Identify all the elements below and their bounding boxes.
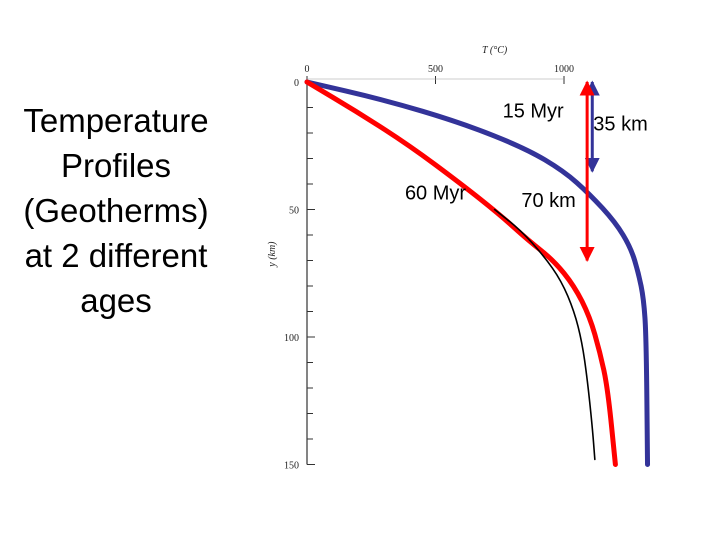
x-tick-label: 500	[428, 64, 443, 75]
y-axis-label: y (km)	[267, 241, 278, 268]
y-tick-label: 150	[284, 461, 299, 472]
title-line: Temperature	[23, 102, 209, 139]
annotation-35-km: 35 km	[593, 113, 647, 135]
title-line: (Geotherms)	[23, 192, 209, 229]
y-tick-label: 50	[289, 206, 299, 217]
title-line: at 2 different	[24, 237, 208, 274]
series-line-15-myr	[304, 79, 651, 467]
annotation-70-km: 70 km	[521, 190, 575, 212]
y-tick-label: 0	[294, 78, 299, 89]
x-tick-label: 1000	[554, 64, 574, 75]
series-line-60-myr	[304, 79, 618, 467]
y-tick-label: 100	[284, 333, 299, 344]
series-line-reference	[493, 208, 596, 461]
annotation-15-myr: 15 Myr	[503, 101, 564, 123]
x-tick-label: 0	[305, 64, 310, 75]
title-line: Profiles	[60, 147, 172, 184]
x-axis-label: T (°C)	[482, 45, 508, 56]
annotation-60-myr: 60 Myr	[405, 182, 466, 204]
slide-title: Temperature Profiles (Geotherms) at 2 di…	[0, 98, 232, 323]
title-line: ages	[80, 282, 152, 319]
